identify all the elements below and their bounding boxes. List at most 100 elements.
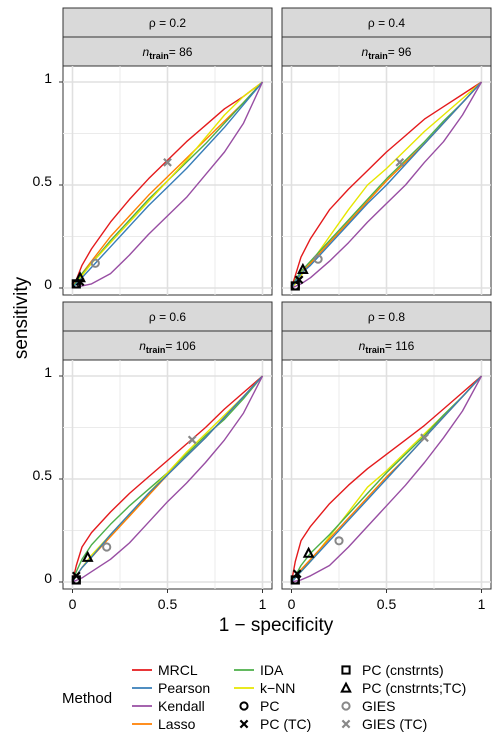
series-lines bbox=[290, 375, 483, 583]
marker-gies-tc bbox=[420, 433, 429, 443]
gridlines bbox=[282, 66, 491, 295]
y-axis-title: sensitivity bbox=[11, 276, 32, 359]
marker-pc-cnstrnts-tc bbox=[302, 546, 315, 558]
strip-rho-label: ρ = 0.2 bbox=[149, 16, 187, 30]
n-subscript: train bbox=[146, 345, 166, 355]
legend-label: Lasso bbox=[158, 716, 196, 732]
legend-label: IDA bbox=[260, 662, 284, 678]
x-axis-ticks-bottom: 0 0.5 1 0 0.5 1 bbox=[69, 596, 486, 612]
marker-gies-tc bbox=[187, 435, 197, 445]
marker-pc-cnstrnts-tc bbox=[81, 550, 94, 562]
strip-n-bg bbox=[62, 36, 273, 67]
x-tick-label: 0.5 bbox=[377, 596, 397, 612]
strip-n-label: ntrain= 96 bbox=[362, 45, 412, 61]
marker-gies bbox=[313, 254, 323, 264]
roc-line-mrcl bbox=[71, 81, 263, 289]
n-value: = 106 bbox=[165, 339, 196, 353]
x-axis-title: 1 − specificity bbox=[219, 615, 334, 636]
legend-label: GIES bbox=[362, 698, 395, 714]
series-lines bbox=[290, 81, 483, 289]
marker-pc-tc bbox=[71, 571, 81, 581]
roc-line-ida bbox=[290, 375, 483, 583]
legend-label: GIES (TC) bbox=[362, 716, 427, 732]
strip-rho-bg bbox=[281, 301, 492, 332]
marker-gies bbox=[90, 258, 100, 268]
marker-gies bbox=[334, 536, 344, 546]
method-markers bbox=[71, 157, 172, 289]
legend-key-square bbox=[341, 665, 351, 675]
roc-line-kendall bbox=[291, 375, 483, 583]
roc-line-kendall bbox=[291, 81, 483, 289]
roc-line-kendall bbox=[72, 81, 264, 289]
marker-pc-cnstrnts-tc bbox=[297, 262, 309, 275]
legend-items: MRCL Pearson Kendall Lasso IDA k−NN PC PC (TC) P… bbox=[132, 662, 466, 732]
strip-rho-bg bbox=[281, 7, 492, 38]
y-axis-title-group: sensitivity bbox=[11, 276, 32, 359]
strip-rho-bg bbox=[62, 301, 273, 332]
n-value: = 86 bbox=[169, 45, 193, 59]
marker-gies-tc bbox=[163, 157, 172, 167]
legend-key-cross bbox=[341, 719, 351, 729]
y-tick-label: 1 bbox=[44, 70, 52, 86]
marker-pc-tc bbox=[292, 569, 302, 579]
n-value: = 96 bbox=[388, 45, 412, 59]
roc-line-mrcl bbox=[290, 375, 482, 583]
roc-line-mrcl bbox=[290, 81, 482, 289]
roc-line-k-nn bbox=[290, 81, 482, 289]
roc-line-mrcl bbox=[71, 375, 263, 583]
legend-label: PC (cnstrnts;TC) bbox=[362, 680, 466, 696]
roc-line-kendall bbox=[72, 375, 264, 583]
n-symbol: n bbox=[139, 339, 146, 353]
n-symbol: n bbox=[359, 339, 366, 353]
y-tick-label: 0.5 bbox=[33, 173, 53, 189]
y-tick-label: 1 bbox=[44, 364, 52, 380]
x-tick-label: 0 bbox=[69, 596, 77, 612]
strip-n-label: ntrain= 86 bbox=[143, 45, 193, 61]
legend-label: PC (TC) bbox=[260, 716, 311, 732]
method-markers bbox=[290, 157, 405, 291]
roc-line-ida bbox=[71, 81, 264, 289]
x-tick-label: 0 bbox=[288, 596, 296, 612]
x-tick-label: 1 bbox=[478, 596, 486, 612]
marker-pc-tc bbox=[294, 275, 304, 285]
y-tick-label: 0 bbox=[44, 276, 52, 292]
method-markers bbox=[71, 435, 197, 585]
legend: Method MRCL Pearson Kendall Lasso IDA k−NN PC P… bbox=[62, 662, 466, 732]
marker-gies bbox=[102, 542, 112, 552]
roc-line-pearson bbox=[71, 375, 264, 583]
legend-label: MRCL bbox=[158, 662, 198, 678]
strip-n-label: ntrain= 116 bbox=[359, 339, 415, 355]
roc-line-pearson bbox=[290, 375, 483, 583]
strip-rho-bg bbox=[62, 7, 273, 38]
facet-panel: ρ = 0.2 ntrain= 86 bbox=[59, 7, 273, 296]
n-subscript: train bbox=[368, 51, 388, 61]
strip-n-label: ntrain= 106 bbox=[139, 339, 196, 355]
y-axis-ticks-left: 1 0.5 0 1 0.5 0 bbox=[33, 70, 53, 586]
legend-title: Method bbox=[62, 690, 112, 707]
legend-label: PC bbox=[260, 698, 279, 714]
n-subscript: train bbox=[365, 345, 385, 355]
strip-rho-label: ρ = 0.6 bbox=[149, 310, 187, 324]
legend-label: k−NN bbox=[260, 680, 295, 696]
series-lines bbox=[71, 375, 264, 583]
facet-panel: ρ = 0.6 ntrain= 106 bbox=[59, 301, 273, 593]
y-tick-label: 0.5 bbox=[33, 467, 53, 483]
legend-key-circle bbox=[239, 701, 249, 711]
x-tick-label: 1 bbox=[259, 596, 267, 612]
n-subscript: train bbox=[149, 51, 169, 61]
strip-n-bg bbox=[281, 36, 492, 67]
n-symbol: n bbox=[143, 45, 150, 59]
legend-label: PC (cnstrnts) bbox=[362, 662, 444, 678]
strip-rho-label: ρ = 0.8 bbox=[368, 310, 406, 324]
legend-label: Kendall bbox=[158, 698, 205, 714]
legend-key-circle bbox=[341, 701, 351, 711]
marker-gies-tc bbox=[395, 157, 405, 167]
method-markers bbox=[290, 433, 429, 585]
y-tick-label: 0 bbox=[44, 570, 52, 586]
n-value: = 116 bbox=[385, 339, 415, 353]
gridlines bbox=[63, 360, 272, 589]
strip-n-bg bbox=[62, 330, 273, 361]
n-symbol: n bbox=[362, 45, 369, 59]
legend-key-cross bbox=[239, 719, 249, 729]
